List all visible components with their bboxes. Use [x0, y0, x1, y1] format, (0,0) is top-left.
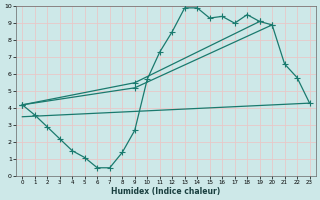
X-axis label: Humidex (Indice chaleur): Humidex (Indice chaleur) [111, 187, 220, 196]
